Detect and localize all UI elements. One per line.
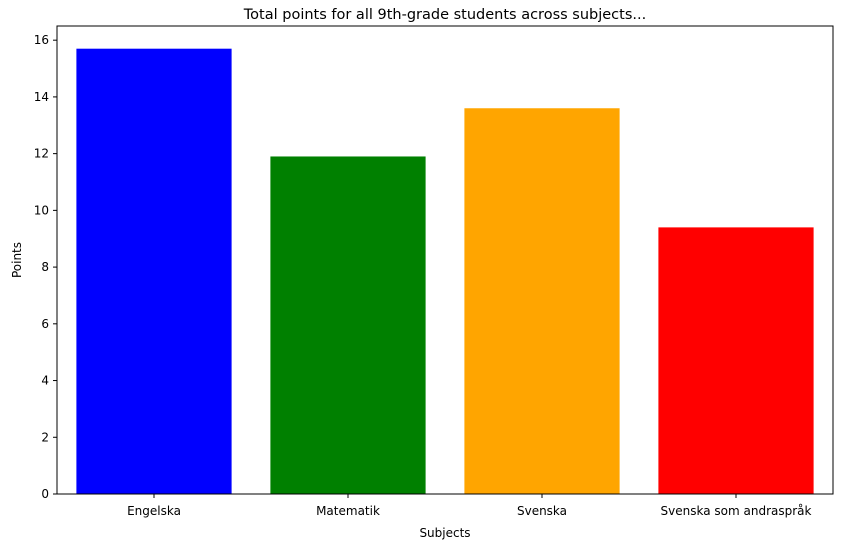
y-tick-label: 4 bbox=[41, 374, 49, 388]
x-tick-label: Matematik bbox=[316, 504, 380, 518]
x-tick-label: Svenska som andraspråk bbox=[661, 504, 812, 518]
bars-group bbox=[76, 48, 814, 495]
y-axis-ticks: 0 2 4 6 8 10 12 14 16 bbox=[34, 33, 57, 501]
bar-matematik bbox=[270, 156, 426, 495]
x-tick-label: Svenska bbox=[517, 504, 567, 518]
bar-svenska-som-andraspr-k bbox=[658, 227, 814, 494]
y-tick-label: 12 bbox=[34, 147, 49, 161]
y-axis-label: Points bbox=[10, 242, 24, 278]
plot-frame bbox=[56, 25, 834, 495]
bar-engelska bbox=[76, 48, 232, 494]
y-tick-label: 16 bbox=[34, 33, 49, 47]
x-tick-label: Engelska bbox=[127, 504, 181, 518]
y-tick-label: 14 bbox=[34, 90, 49, 104]
y-tick-label: 0 bbox=[41, 487, 49, 501]
bar-svenska bbox=[464, 108, 620, 494]
chart-title: Total points for all 9th-grade students … bbox=[243, 7, 646, 23]
x-axis-label: Subjects bbox=[419, 526, 470, 540]
y-tick-label: 10 bbox=[34, 203, 49, 217]
y-tick-label: 2 bbox=[41, 430, 49, 444]
x-axis-ticks: Engelska Matematik Svenska Svenska som andr… bbox=[127, 494, 812, 518]
y-tick-label: 8 bbox=[41, 260, 49, 274]
y-tick-label: 6 bbox=[41, 317, 49, 331]
